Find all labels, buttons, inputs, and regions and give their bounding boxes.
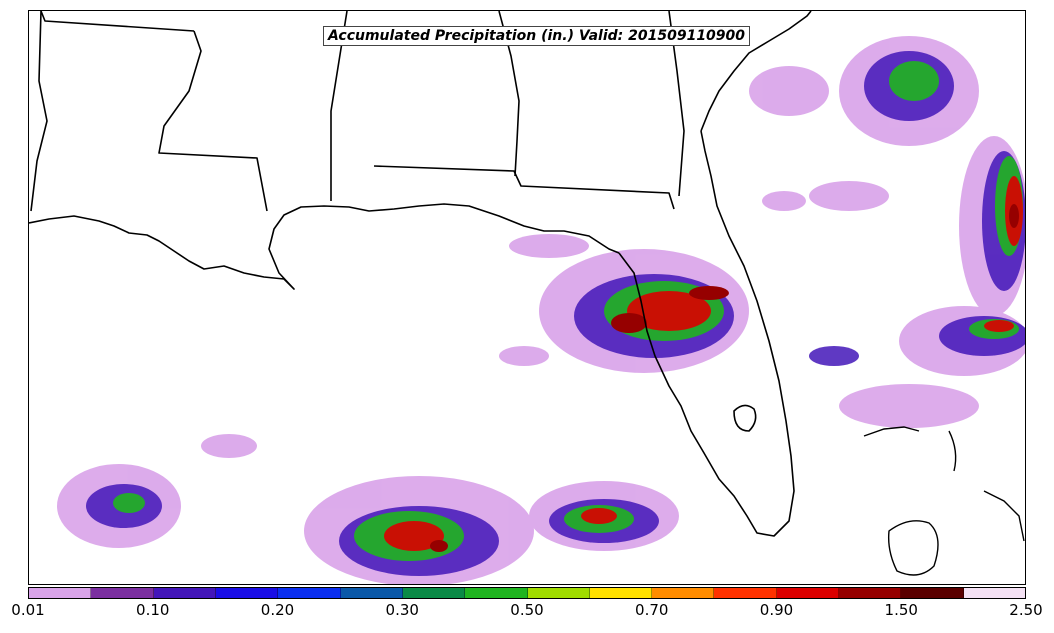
coastlines-and-borders — [29, 11, 812, 537]
colorbar-tick-label: 0.50 — [510, 601, 544, 619]
colorbar — [28, 587, 1026, 599]
colorbar-segment — [29, 588, 92, 598]
colorbar-segment — [839, 588, 902, 598]
islands-outline — [863, 426, 1025, 576]
colorbar-tick-label: 2.50 — [1009, 601, 1043, 619]
colorbar-tick-label: 0.70 — [635, 601, 669, 619]
colorbar-tick-labels: 0.01 0.10 0.20 0.30 0.50 0.70 0.90 1.50 2.50 — [0, 601, 1054, 625]
colorbar-segment — [402, 588, 466, 598]
colorbar-segment — [278, 588, 341, 598]
colorbar-segment — [153, 588, 216, 598]
colorbar-segment — [652, 588, 715, 598]
colorbar-segment — [776, 588, 840, 598]
colorbar-tick-label: 0.10 — [136, 601, 170, 619]
colorbar-segment — [714, 588, 777, 598]
map-canvas — [29, 11, 1025, 584]
colorbar-segment — [91, 588, 154, 598]
colorbar-tick-label: 0.01 — [11, 601, 45, 619]
precip-extreme-areas — [430, 204, 1019, 552]
precip-heavy-areas — [384, 176, 1023, 551]
colorbar-tick-label: 0.20 — [260, 601, 295, 619]
colorbar-segment — [340, 588, 403, 598]
colorbar-segment — [589, 588, 653, 598]
colorbar-tick-label: 0.90 — [759, 601, 794, 619]
colorbar-segment — [465, 588, 528, 598]
map-title: Accumulated Precipitation (in.) Valid: 2… — [323, 26, 751, 46]
colorbar-segment — [901, 588, 964, 598]
colorbar-segment — [963, 588, 1025, 598]
colorbar-tick-label: 1.50 — [884, 601, 918, 619]
precip-light-areas — [57, 36, 1025, 584]
colorbar-segment — [527, 588, 590, 598]
colorbar-tick-label: 0.30 — [385, 601, 419, 619]
precipitation-map: Accumulated Precipitation (in.) Valid: 2… — [28, 10, 1026, 585]
colorbar-segment — [215, 588, 279, 598]
